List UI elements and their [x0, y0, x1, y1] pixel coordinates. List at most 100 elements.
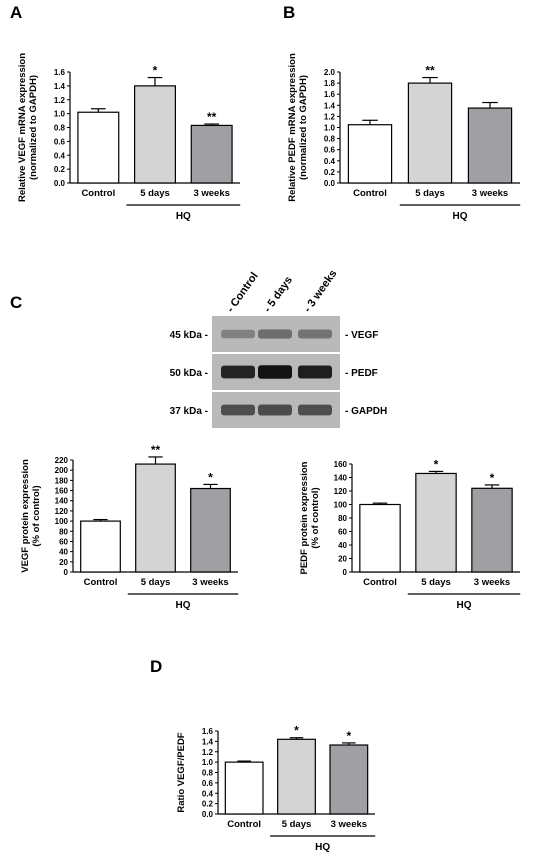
y-axis-title: (normalized to GAPDH): [28, 75, 39, 180]
y-tick-label: 0: [64, 568, 69, 577]
y-tick-label: 1.0: [54, 110, 66, 119]
y-tick-label: 0.2: [54, 165, 66, 174]
y-axis-title: VEGF protein expression: [20, 459, 31, 573]
bar-control: [347, 124, 393, 184]
y-tick-label: 0.8: [324, 135, 336, 144]
mw-marker: 50 kDa -: [170, 368, 208, 379]
x-tick-label: 3 weeks: [193, 188, 229, 199]
y-tick-label: 80: [338, 514, 347, 523]
y-axis-title: (% of control): [31, 485, 42, 546]
chart-d-ratio: 0.00.2 0.40.60.8 1.01.2 1.41.6 Ratio VEGF/PE…: [176, 724, 376, 853]
y-tick-label: 1.0: [202, 758, 214, 767]
group-label: HQ: [176, 600, 191, 611]
lane-label: - Control: [225, 270, 261, 314]
x-tick-label: Control: [363, 577, 397, 588]
significance-mark: *: [294, 724, 299, 738]
lane-label: - 3 weeks: [302, 268, 340, 315]
y-tick-label: 60: [59, 537, 68, 546]
x-tick-label: 3 weeks: [331, 819, 367, 830]
y-tick-label: 1.4: [54, 82, 66, 91]
panel-label-c: C: [10, 293, 22, 312]
x-tick-label: 5 days: [140, 188, 170, 199]
y-axis-title: (% of control): [310, 487, 321, 548]
chart-a-vegf-mrna: 0.0 0.2 0.4 0.6 0.8 1.0 1.2 1.4 1.6 Relative VEGF…: [17, 53, 241, 222]
y-tick-label: 120: [334, 487, 348, 496]
bar-5-days: [277, 738, 316, 815]
y-tick-label: 0.0: [54, 179, 66, 188]
lane-label: - 5 days: [262, 274, 295, 314]
y-tick-label: 0: [343, 568, 348, 577]
mw-marker: 37 kDa -: [170, 406, 208, 417]
y-tick-label: 80: [59, 527, 68, 536]
y-tick-label: 1.6: [54, 68, 66, 77]
significance-mark: **: [151, 443, 161, 457]
y-tick-label: 0.0: [202, 810, 214, 819]
y-tick-label: 20: [59, 558, 68, 567]
significance-mark: **: [425, 64, 435, 78]
y-tick-label: 0.2: [202, 800, 214, 809]
y-tick-label: 1.2: [54, 96, 66, 105]
y-tick-label: 100: [55, 517, 69, 526]
bar-control: [224, 761, 264, 815]
blot-band: [258, 365, 292, 379]
blot-band: [221, 404, 255, 416]
bar-3-weeks: [467, 107, 513, 184]
protein-label: - PEDF: [345, 368, 378, 379]
y-tick-label: 160: [334, 460, 348, 469]
x-tick-label: Control: [81, 188, 115, 199]
group-label: HQ: [453, 211, 468, 222]
y-tick-label: 0.4: [324, 157, 336, 166]
y-tick-label: 180: [55, 476, 69, 485]
y-axis-title: Relative VEGF mRNA expression: [17, 53, 28, 202]
y-tick-label: 120: [55, 507, 69, 516]
chart-b-pedf-mrna: 0.0 0.2 0.4 0.6 0.8 1.0 1.2 1.4 1.6 1.8 2.0 Relativ…: [287, 53, 521, 222]
panel-label-d: D: [150, 657, 162, 676]
bar-3-weeks: [471, 487, 513, 573]
bar-3-weeks: [329, 744, 369, 815]
y-tick-label: 60: [338, 528, 347, 537]
y-tick-label: 200: [55, 466, 69, 475]
y-tick-label: 0.6: [54, 137, 66, 146]
y-tick-label: 0.6: [324, 146, 336, 155]
x-tick-label: 5 days: [421, 577, 451, 588]
blot-band: [298, 365, 332, 379]
blot-band: [298, 329, 332, 339]
bar-5-days: [407, 82, 453, 184]
y-tick-label: 1.0: [324, 124, 336, 133]
y-tick-label: 140: [334, 474, 348, 483]
panel-label-b: B: [283, 3, 295, 22]
blot-band: [258, 329, 292, 339]
y-tick-label: 0.2: [324, 168, 336, 177]
protein-label: - GAPDH: [345, 406, 387, 417]
bar-control: [77, 111, 120, 184]
y-tick-label: 220: [55, 456, 69, 465]
y-tick-label: 0.6: [202, 779, 214, 788]
y-tick-label: 1.4: [202, 737, 214, 746]
panel-label-a: A: [10, 3, 22, 22]
x-tick-label: Control: [227, 819, 261, 830]
x-tick-label: 5 days: [415, 188, 445, 199]
y-tick-label: 100: [334, 501, 348, 510]
y-axis-title: PEDF protein expression: [299, 461, 310, 574]
y-tick-label: 0.4: [54, 151, 66, 160]
bar-5-days: [134, 85, 177, 184]
chart-c-pedf-protein: 0 20 40 60 80 100 120 140 160 PEDF protein expres…: [299, 457, 521, 611]
blot-band: [221, 329, 255, 339]
blot-band: [298, 404, 332, 416]
y-tick-label: 2.0: [324, 68, 336, 77]
significance-mark: *: [153, 64, 158, 78]
x-tick-label: 5 days: [141, 577, 171, 588]
y-tick-label: 1.4: [324, 101, 336, 110]
x-tick-label: 3 weeks: [192, 577, 228, 588]
western-blot: - Control - 5 days - 3 weeks 45 kDa - - VEGF…: [170, 268, 387, 428]
y-tick-label: 40: [59, 548, 68, 557]
y-tick-label: 1.6: [324, 90, 336, 99]
x-tick-label: Control: [353, 188, 387, 199]
y-tick-label: 0.8: [54, 124, 66, 133]
mw-marker: 45 kDa -: [170, 330, 208, 341]
bar-control: [80, 520, 121, 573]
group-label: HQ: [457, 600, 472, 611]
y-axis-title: Ratio VEGF/PEDF: [176, 732, 187, 812]
group-label: HQ: [315, 842, 330, 853]
